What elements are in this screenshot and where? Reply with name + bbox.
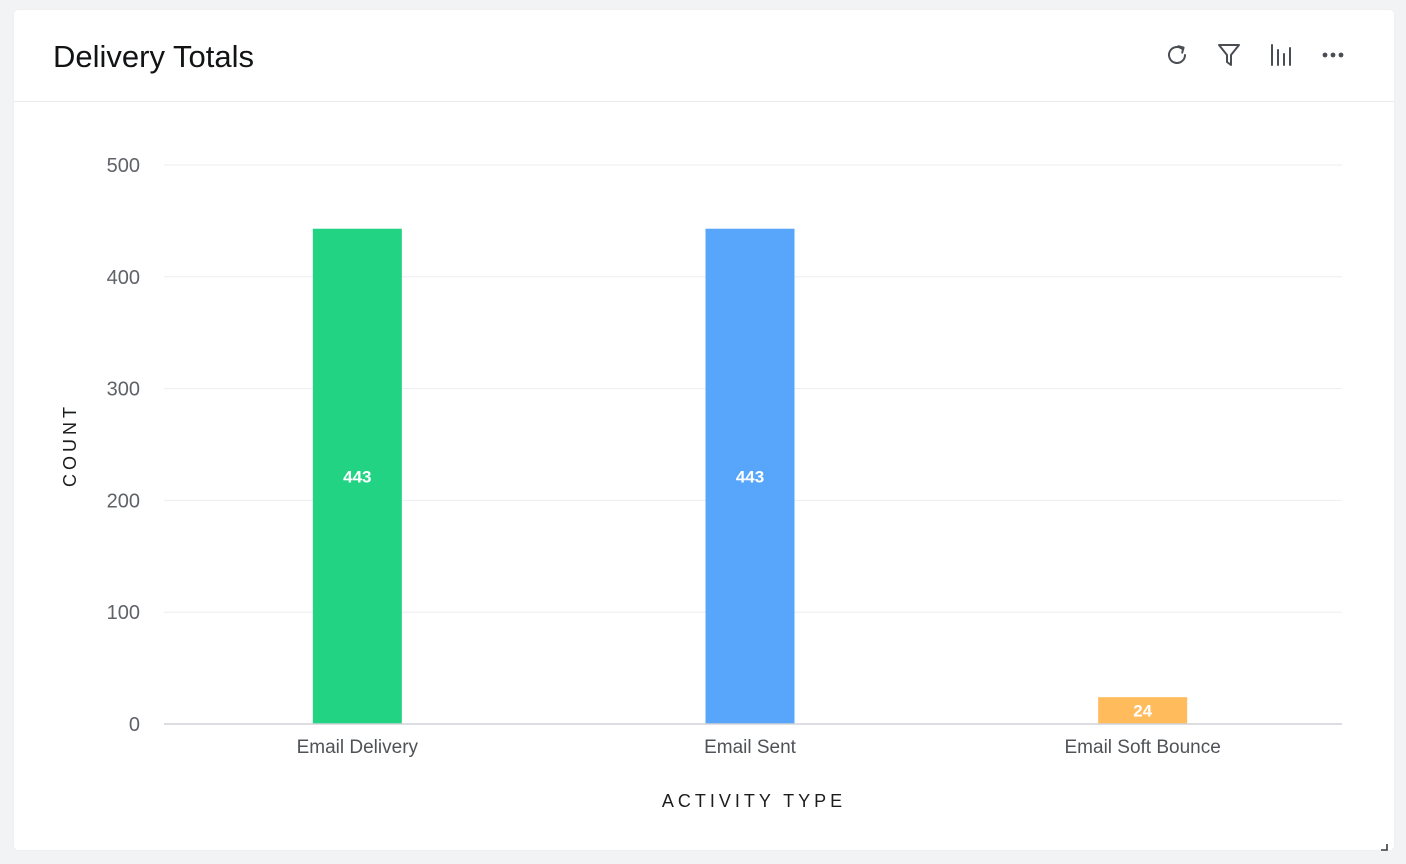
bar-chart: 0 100 200 300 400 500 443 443 24 Email Delivery…	[60, 155, 1342, 811]
bar-value-label: 443	[343, 467, 371, 486]
bar-value-label: 24	[1133, 702, 1152, 721]
bar[interactable]	[1098, 697, 1188, 724]
y-axis-ticks: 0 100 200 300 400 500	[107, 155, 140, 736]
refresh-button[interactable]	[1162, 40, 1192, 70]
y-axis-title: COUNT	[60, 403, 80, 487]
x-axis-ticks: Email Delivery Email Sent Email Soft Bounc…	[297, 737, 1221, 758]
y-tick-label: 200	[107, 490, 140, 512]
bar-chart-icon	[1268, 42, 1294, 68]
more-options-button[interactable]	[1318, 40, 1348, 70]
more-icon	[1320, 42, 1346, 68]
refresh-icon	[1164, 42, 1190, 68]
x-tick-label: Email Delivery	[297, 737, 419, 758]
filter-icon	[1216, 42, 1242, 68]
chart-card: Delivery Totals	[14, 10, 1394, 851]
filter-button[interactable]	[1214, 40, 1244, 70]
y-tick-label: 500	[107, 155, 140, 177]
bar[interactable]	[312, 228, 402, 724]
y-tick-label: 300	[107, 379, 140, 401]
y-tick-label: 0	[129, 714, 140, 736]
resize-handle[interactable]	[1380, 838, 1388, 851]
x-tick-label: Email Soft Bounce	[1065, 737, 1221, 758]
chart-type-button[interactable]	[1266, 40, 1296, 70]
x-axis-title: ACTIVITY TYPE	[662, 791, 846, 811]
x-tick-label: Email Sent	[704, 737, 797, 758]
card-header: Delivery Totals	[14, 10, 1394, 102]
bar[interactable]	[705, 228, 795, 724]
bar-value-label: 443	[736, 467, 764, 486]
bars: 443 443 24	[312, 228, 1188, 724]
y-tick-label: 400	[107, 267, 140, 289]
card-title: Delivery Totals	[53, 39, 255, 74]
card-toolbar	[1140, 40, 1348, 70]
y-tick-label: 100	[107, 602, 140, 624]
